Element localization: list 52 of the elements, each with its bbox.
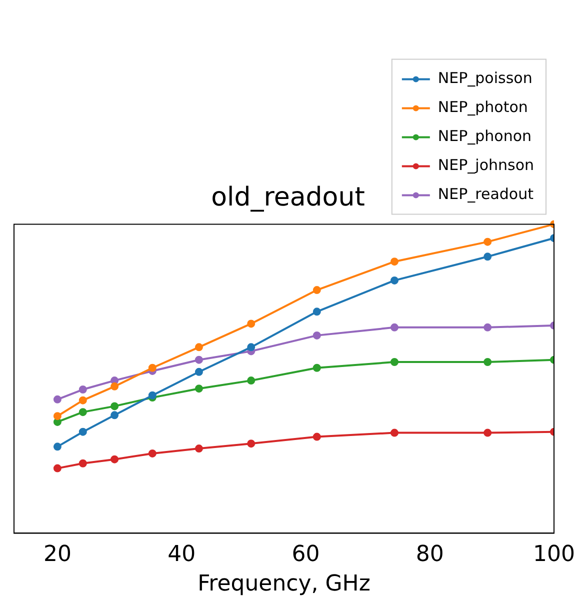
point (247, 440, 256, 448)
point (194, 444, 203, 453)
x-tick-label: 60 (292, 542, 320, 568)
point (78, 396, 87, 404)
point (110, 402, 119, 410)
x-axis-title: Frequency, GHz (198, 572, 370, 597)
chart-title: old_readout (211, 182, 365, 212)
legend-label: NEP_photon (438, 98, 528, 116)
point (194, 356, 203, 364)
point (312, 432, 321, 441)
x-tick-label: 100 (533, 542, 576, 568)
point (194, 368, 203, 376)
legend-label: NEP_poisson (438, 69, 532, 88)
point (312, 364, 321, 372)
point (194, 384, 203, 393)
point (390, 358, 398, 366)
point (148, 449, 156, 458)
point (53, 412, 62, 420)
point (53, 442, 62, 451)
point (312, 331, 321, 340)
point (312, 308, 321, 316)
point (78, 459, 87, 468)
point (390, 428, 398, 437)
point (78, 428, 87, 436)
point (247, 320, 256, 328)
point (484, 238, 492, 246)
legend-label: NEP_johnson (438, 156, 534, 174)
point (78, 408, 87, 416)
point (110, 455, 119, 464)
point (484, 428, 492, 437)
legend-label: NEP_phonon (438, 127, 532, 146)
point (110, 411, 119, 420)
point (247, 376, 256, 385)
legend-label: NEP_readout (438, 185, 534, 204)
point (484, 358, 492, 366)
point (148, 391, 156, 400)
point (148, 364, 156, 372)
point (484, 252, 492, 261)
point (390, 276, 398, 284)
point (194, 343, 203, 352)
point (312, 286, 321, 294)
point (390, 323, 398, 332)
point (53, 464, 62, 472)
point (110, 382, 119, 390)
point (247, 343, 256, 352)
x-tick-label: 80 (416, 542, 444, 568)
point (484, 323, 492, 332)
x-tick-label: 20 (43, 542, 72, 568)
point (78, 386, 87, 394)
point (390, 258, 398, 266)
x-tick-label: 40 (168, 542, 196, 568)
point (53, 395, 62, 404)
